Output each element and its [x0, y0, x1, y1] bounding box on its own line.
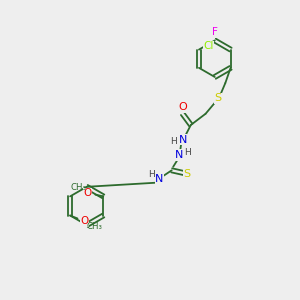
Text: S: S [183, 169, 190, 179]
Text: O: O [178, 102, 187, 112]
Text: F: F [212, 27, 218, 37]
Text: S: S [214, 94, 221, 103]
Text: CH₃: CH₃ [70, 183, 86, 192]
Text: H: H [170, 137, 177, 146]
Text: O: O [83, 188, 92, 198]
Text: Cl: Cl [203, 41, 214, 51]
Text: N: N [175, 150, 183, 160]
Text: N: N [178, 135, 187, 145]
Text: CH₃: CH₃ [86, 222, 102, 231]
Text: H: H [148, 170, 155, 179]
Text: H: H [184, 148, 191, 157]
Text: O: O [81, 216, 89, 226]
Text: N: N [155, 174, 164, 184]
